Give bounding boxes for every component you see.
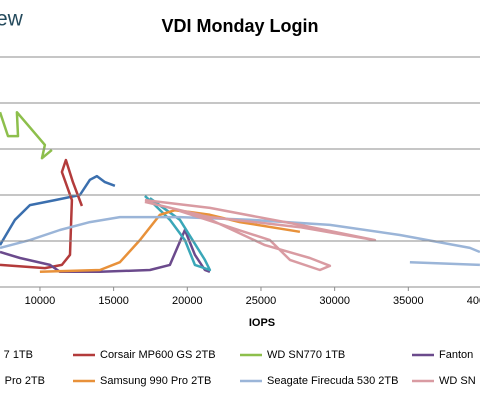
- x-tick-label: 35000: [393, 295, 424, 307]
- legend-item: Seagate Firecuda 530 2TB: [240, 375, 398, 387]
- legend-item: Corsair MP600 GS 2TB: [73, 349, 216, 361]
- legend-label: 7 1TB: [4, 349, 33, 361]
- legend-label: Corsair MP600 GS 2TB: [100, 349, 216, 361]
- legend-label: Fanton: [439, 349, 473, 361]
- x-tick-label: 25000: [246, 295, 277, 307]
- series-line: [144, 198, 377, 272]
- legend-label: Samsung 990 Pro 2TB: [100, 375, 211, 387]
- legend-item: 7 1TB: [4, 349, 33, 361]
- series-line: [0, 110, 53, 160]
- x-axis-label: IOPS: [249, 317, 275, 329]
- series-line: [0, 228, 211, 274]
- legend-label: WD SN770 1TB: [267, 349, 345, 361]
- series-line: [0, 215, 480, 267]
- series-line: [144, 194, 212, 272]
- legend-item: Samsung 990 Pro 2TB: [73, 375, 211, 387]
- legend-label: Pro 2TB: [5, 375, 45, 387]
- legend-item: WD SN770 1TB: [240, 349, 345, 361]
- x-tick-label: 10000: [25, 295, 56, 307]
- x-tick-label: 20000: [172, 295, 203, 307]
- x-tick-label: 30000: [319, 295, 350, 307]
- legend-item: WD SN: [412, 375, 476, 387]
- legend-label: WD SN: [439, 375, 476, 387]
- brand: ew: [0, 8, 24, 31]
- legend-item: Fanton: [412, 349, 473, 361]
- x-tick-label: 15000: [98, 295, 129, 307]
- x-tick-label: 40000: [467, 295, 480, 307]
- legend-item: Pro 2TB: [5, 375, 45, 387]
- series-line: [0, 158, 84, 270]
- plot-area: [0, 110, 480, 274]
- chart-title: VDI Monday Login: [162, 16, 319, 36]
- legend-label: Seagate Firecuda 530 2TB: [267, 375, 398, 387]
- series-line: [0, 174, 116, 246]
